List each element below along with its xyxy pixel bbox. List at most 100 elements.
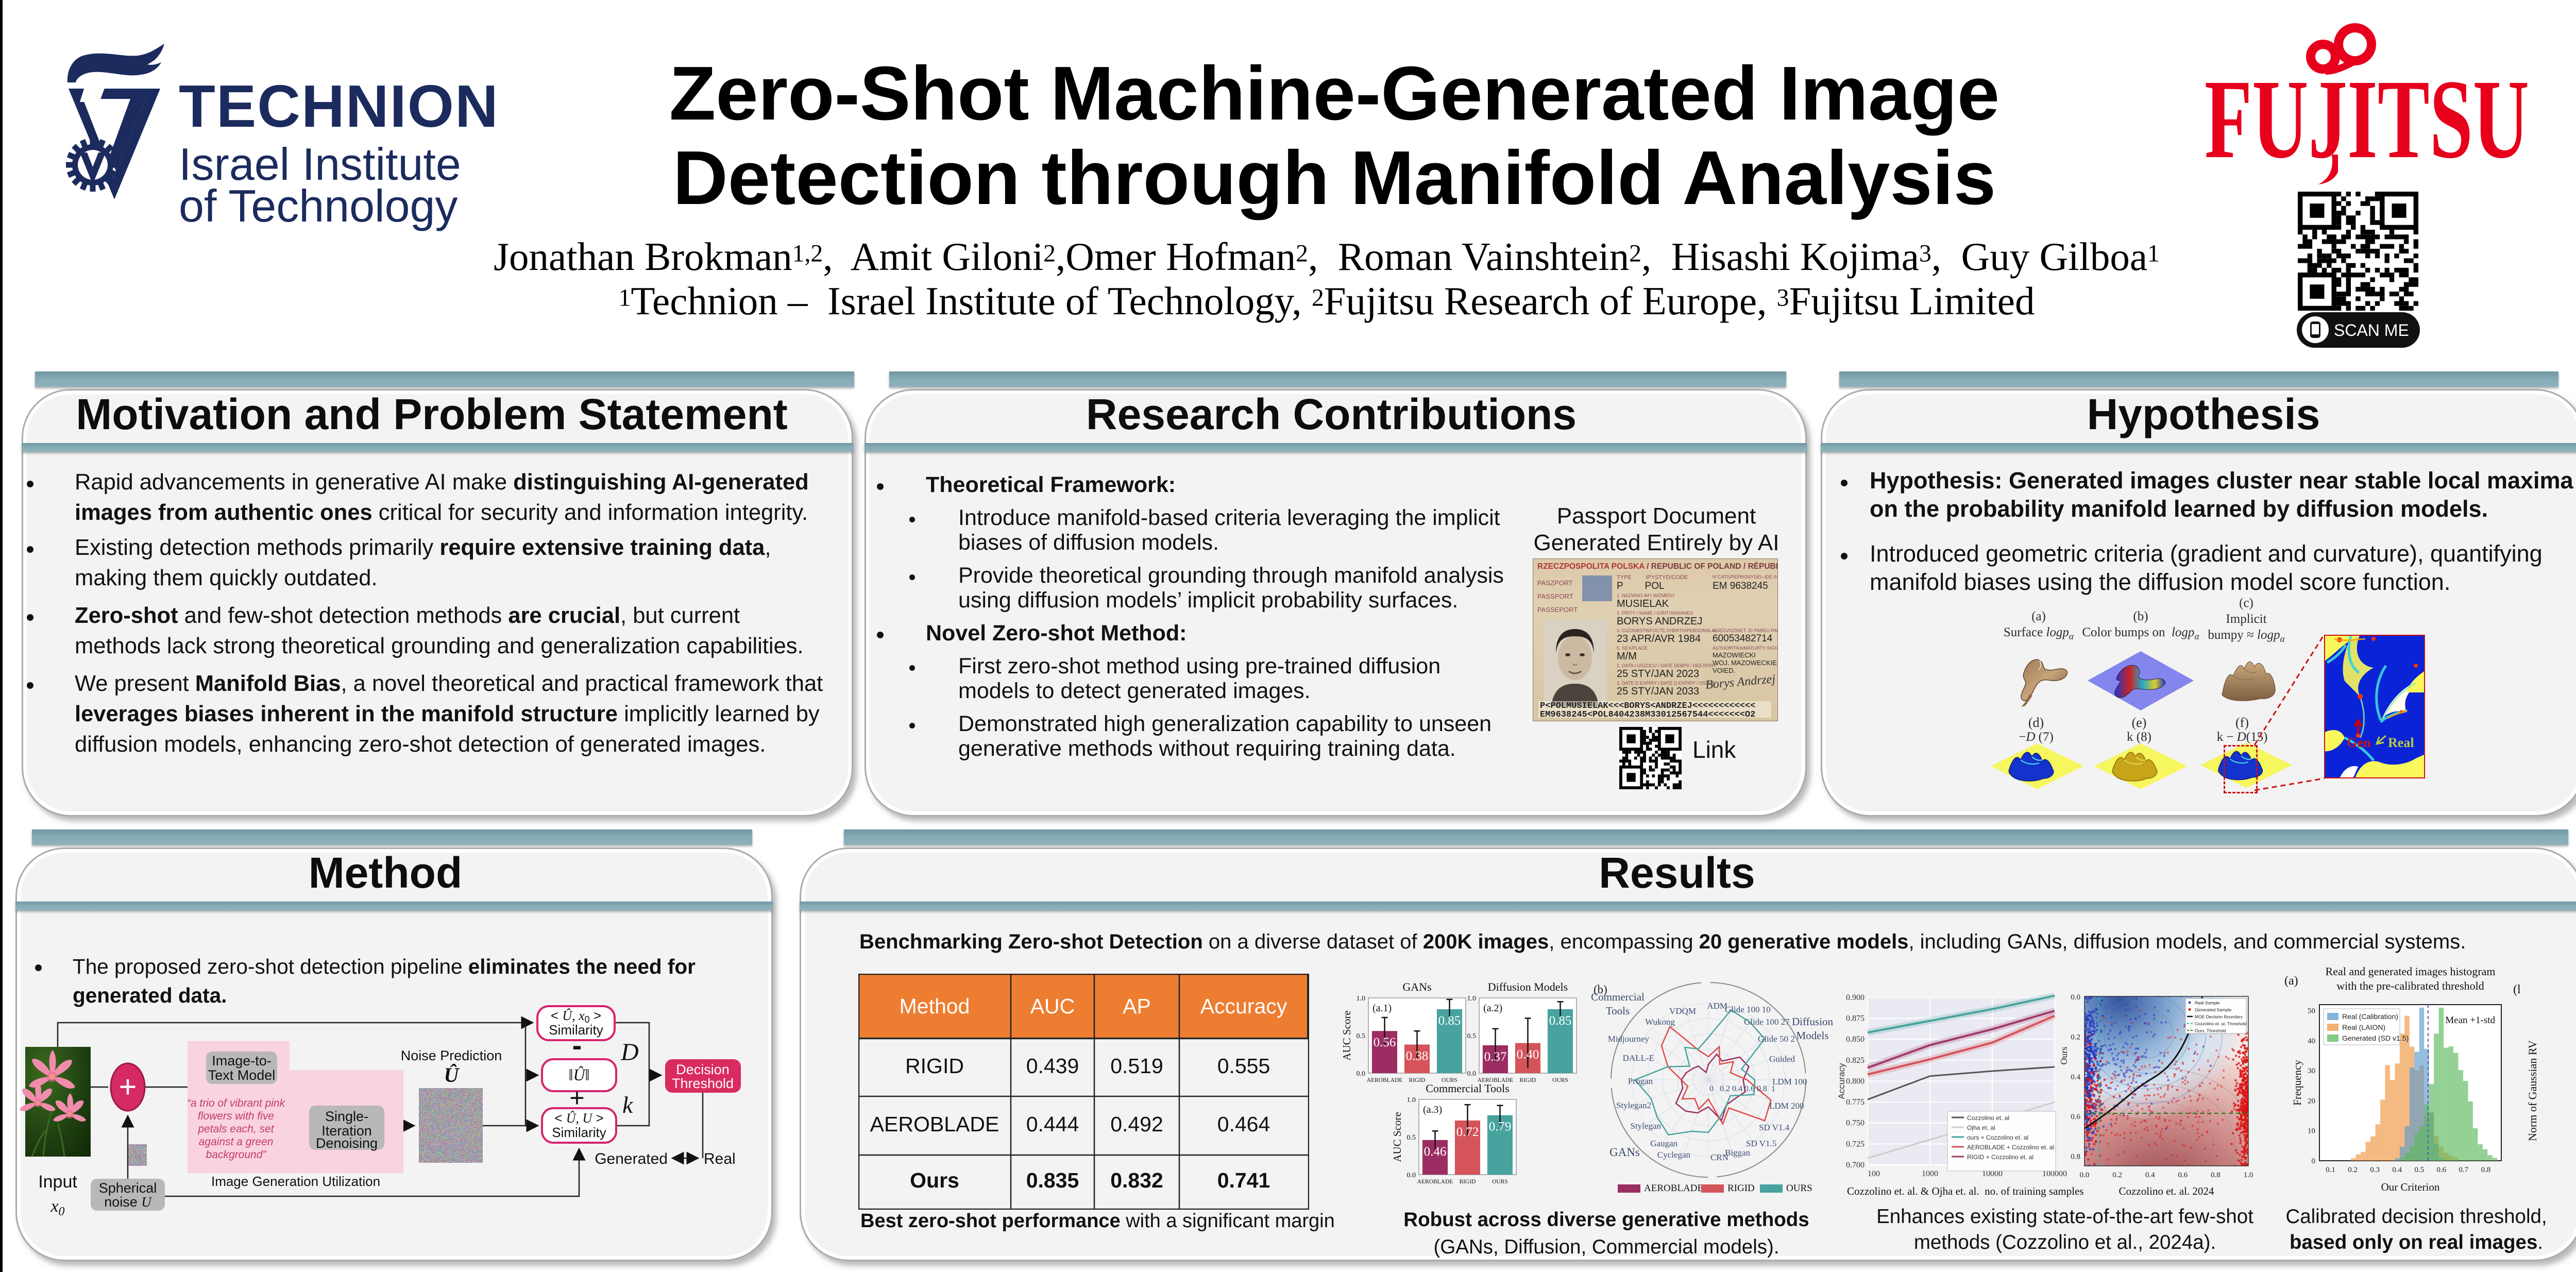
- svg-text:1.0: 1.0: [2244, 1171, 2253, 1179]
- svg-text:0.1: 0.1: [2326, 1166, 2335, 1174]
- svg-text:flowers with five: flowers with five: [198, 1110, 274, 1122]
- svg-text:0.850: 0.850: [1846, 1035, 1865, 1044]
- svg-text:Ours, Threshold: Ours, Threshold: [2195, 1028, 2226, 1033]
- svg-text:DALL-E: DALL-E: [1623, 1053, 1654, 1063]
- svg-text:Frequency: Frequency: [2291, 1060, 2303, 1106]
- svg-text:0.3: 0.3: [2370, 1166, 2380, 1174]
- svg-text:Gaugan: Gaugan: [1650, 1139, 1677, 1148]
- svg-text:noise U: noise U: [104, 1194, 152, 1210]
- svg-text:0.900: 0.900: [1846, 993, 1865, 1002]
- svg-text:100000: 100000: [2042, 1169, 2067, 1178]
- svg-text:Ojha et. al: Ojha et. al: [1967, 1124, 1995, 1131]
- svg-text:0.56: 0.56: [1374, 1036, 1396, 1049]
- svg-text:Stylegan2: Stylegan2: [1616, 1100, 1651, 1110]
- svg-text:Real: Real: [2388, 735, 2414, 750]
- svg-text:Cozzolino et. al: Cozzolino et. al: [1967, 1114, 2009, 1122]
- svg-text:GANs: GANs: [1402, 980, 1431, 993]
- svg-text:0.79: 0.79: [1489, 1120, 1512, 1134]
- svg-text:0.750: 0.750: [1846, 1119, 1865, 1128]
- svg-text:CRN: CRN: [1710, 1152, 1728, 1162]
- svg-text:0.4: 0.4: [2145, 1171, 2155, 1179]
- svg-text:Input: Input: [38, 1172, 77, 1192]
- svg-text:ours + Cozzolino et. al: ours + Cozzolino et. al: [1967, 1134, 2028, 1141]
- svg-text:OURS: OURS: [1492, 1179, 1508, 1185]
- svg-text:Threshold: Threshold: [672, 1076, 734, 1091]
- svg-text:30: 30: [2308, 1067, 2315, 1075]
- svg-text:Mean +1-std: Mean +1-std: [2445, 1015, 2495, 1026]
- svg-text:Denoising: Denoising: [316, 1135, 378, 1151]
- svg-text:Progan: Progan: [1628, 1076, 1653, 1086]
- svg-text:SD V1.5: SD V1.5: [1746, 1139, 1776, 1148]
- svg-text:Cozzolino et. al. & Ojha et. a: Cozzolino et. al. & Ojha et. al. no. of …: [1847, 1185, 2084, 1197]
- svg-text:0.37: 0.37: [1484, 1050, 1507, 1064]
- svg-text:0.0: 0.0: [1357, 1070, 1366, 1078]
- svg-text:+: +: [569, 1083, 584, 1112]
- svg-text:background”: background”: [206, 1149, 267, 1161]
- svg-text:Iteration: Iteration: [321, 1123, 372, 1139]
- svg-text:LDM 200: LDM 200: [1769, 1101, 1804, 1111]
- svg-text:0.40: 0.40: [1517, 1048, 1539, 1062]
- svg-text:10000: 10000: [1982, 1169, 2003, 1178]
- svg-text:0.6: 0.6: [2071, 1113, 2080, 1121]
- svg-text:0.0: 0.0: [2071, 993, 2080, 1002]
- svg-text:0.5: 0.5: [1407, 1134, 1416, 1142]
- svg-text:Diffusion Models: Diffusion Models: [1488, 980, 1568, 993]
- svg-text:AEROBLADE: AEROBLADE: [1478, 1077, 1514, 1083]
- svg-text:0.2: 0.2: [2071, 1033, 2080, 1041]
- svg-text:Single-: Single-: [325, 1109, 368, 1124]
- svg-text:0.8: 0.8: [2071, 1153, 2080, 1161]
- svg-text:‖Û‖: ‖Û‖: [568, 1065, 589, 1084]
- svg-text:(a.3): (a.3): [1423, 1104, 1442, 1115]
- svg-text:Our Criterion: Our Criterion: [2381, 1181, 2440, 1193]
- svg-text:0.4: 0.4: [2071, 1073, 2080, 1081]
- svg-text:0.6: 0.6: [2178, 1171, 2188, 1179]
- svg-text:< Û, x0 >: < Û, x0 >: [551, 1008, 601, 1025]
- svg-text:OURS: OURS: [1442, 1077, 1458, 1083]
- svg-text:Generated: Generated: [595, 1150, 668, 1167]
- svg-text:0.5: 0.5: [1467, 1032, 1477, 1040]
- svg-text:Glide 100 10: Glide 100 10: [1725, 1005, 1771, 1014]
- svg-text:Spherical: Spherical: [99, 1180, 157, 1196]
- svg-text:20: 20: [2308, 1097, 2315, 1106]
- svg-text:“a trio of vibrant pink: “a trio of vibrant pink: [187, 1097, 286, 1109]
- svg-text:SD V1.4: SD V1.4: [1759, 1123, 1790, 1132]
- svg-text:0.2: 0.2: [2112, 1171, 2122, 1179]
- svg-text:Decision: Decision: [676, 1062, 730, 1077]
- svg-text:Noise Prediction: Noise Prediction: [401, 1048, 502, 1063]
- svg-text:1000: 1000: [1922, 1169, 1938, 1178]
- svg-text:0.700: 0.700: [1846, 1161, 1865, 1169]
- svg-text:(a.2): (a.2): [1483, 1003, 1502, 1014]
- svg-text:Ours: Ours: [2059, 1047, 2069, 1065]
- svg-text:0.800: 0.800: [1846, 1077, 1865, 1086]
- svg-text:Real and generated images hist: Real and generated images histogram: [2326, 965, 2496, 978]
- svg-text:MOE Decision Boundary: MOE Decision Boundary: [2195, 1014, 2243, 1020]
- svg-text:(a.1): (a.1): [1372, 1003, 1392, 1014]
- svg-text:-: -: [572, 1029, 582, 1061]
- svg-text:RIGID + Cozzolino et. al: RIGID + Cozzolino et. al: [1967, 1154, 2033, 1161]
- svg-text:1.0: 1.0: [1407, 1096, 1416, 1104]
- svg-text:10: 10: [2308, 1127, 2315, 1135]
- svg-text:0.8: 0.8: [2211, 1171, 2221, 1179]
- svg-text:RIGID: RIGID: [1409, 1077, 1426, 1083]
- svg-text:Stylegan: Stylegan: [1631, 1121, 1662, 1131]
- svg-text:0.38: 0.38: [1406, 1049, 1429, 1063]
- svg-text:50: 50: [2308, 1007, 2315, 1015]
- svg-text:against a green: against a green: [199, 1136, 274, 1148]
- svg-text:D: D: [620, 1039, 639, 1066]
- svg-text:Glide 100 27: Glide 100 27: [1744, 1017, 1790, 1027]
- svg-text:0 0.2 0.4 0.6 0.8 1: 0 0.2 0.4 0.6 0.8 1: [1709, 1084, 1775, 1093]
- svg-text:0.85: 0.85: [1549, 1014, 1572, 1028]
- svg-text:0.825: 0.825: [1846, 1056, 1865, 1065]
- svg-text:Glide 50 2: Glide 50 2: [1758, 1034, 1795, 1044]
- svg-text:0.5: 0.5: [2414, 1166, 2424, 1174]
- svg-text:RIGID: RIGID: [1460, 1179, 1476, 1185]
- svg-text:0.2: 0.2: [2348, 1166, 2358, 1174]
- svg-text:Generated (SD v1.5): Generated (SD v1.5): [2342, 1034, 2409, 1042]
- svg-text:0.0: 0.0: [1467, 1070, 1477, 1078]
- svg-text:x0: x0: [50, 1197, 64, 1218]
- svg-text:1.0: 1.0: [1467, 995, 1477, 1003]
- svg-text:Cozzolino et. al, Threshold: Cozzolino et. al, Threshold: [2195, 1021, 2247, 1026]
- svg-text:Real Sample: Real Sample: [2195, 1000, 2220, 1006]
- svg-text:0.4: 0.4: [2392, 1166, 2402, 1174]
- svg-text:+: +: [118, 1070, 137, 1104]
